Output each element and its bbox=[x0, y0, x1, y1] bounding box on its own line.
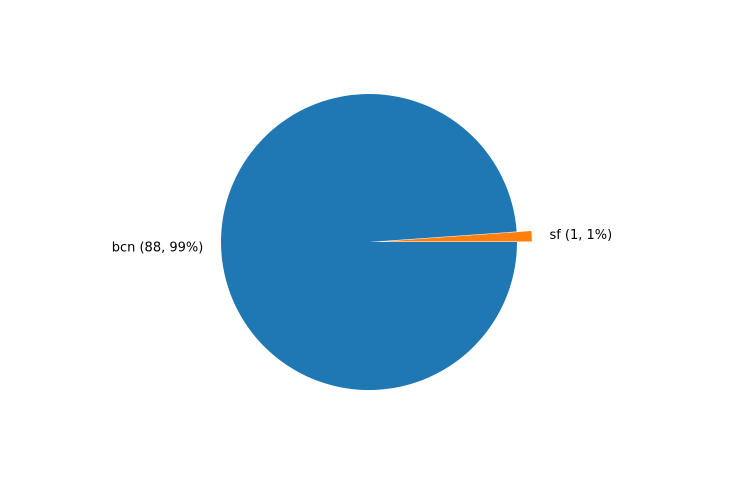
pie-slice-bcn bbox=[220, 93, 517, 390]
pie-slice-sf bbox=[383, 231, 532, 242]
pie-label-sf: sf (1, 1%) bbox=[549, 228, 612, 243]
pie-labels: bcn (88, 99%) sf (1, 1%) bbox=[112, 228, 613, 255]
pie-label-bcn: bcn (88, 99%) bbox=[112, 240, 204, 255]
pie-slices bbox=[220, 93, 532, 390]
